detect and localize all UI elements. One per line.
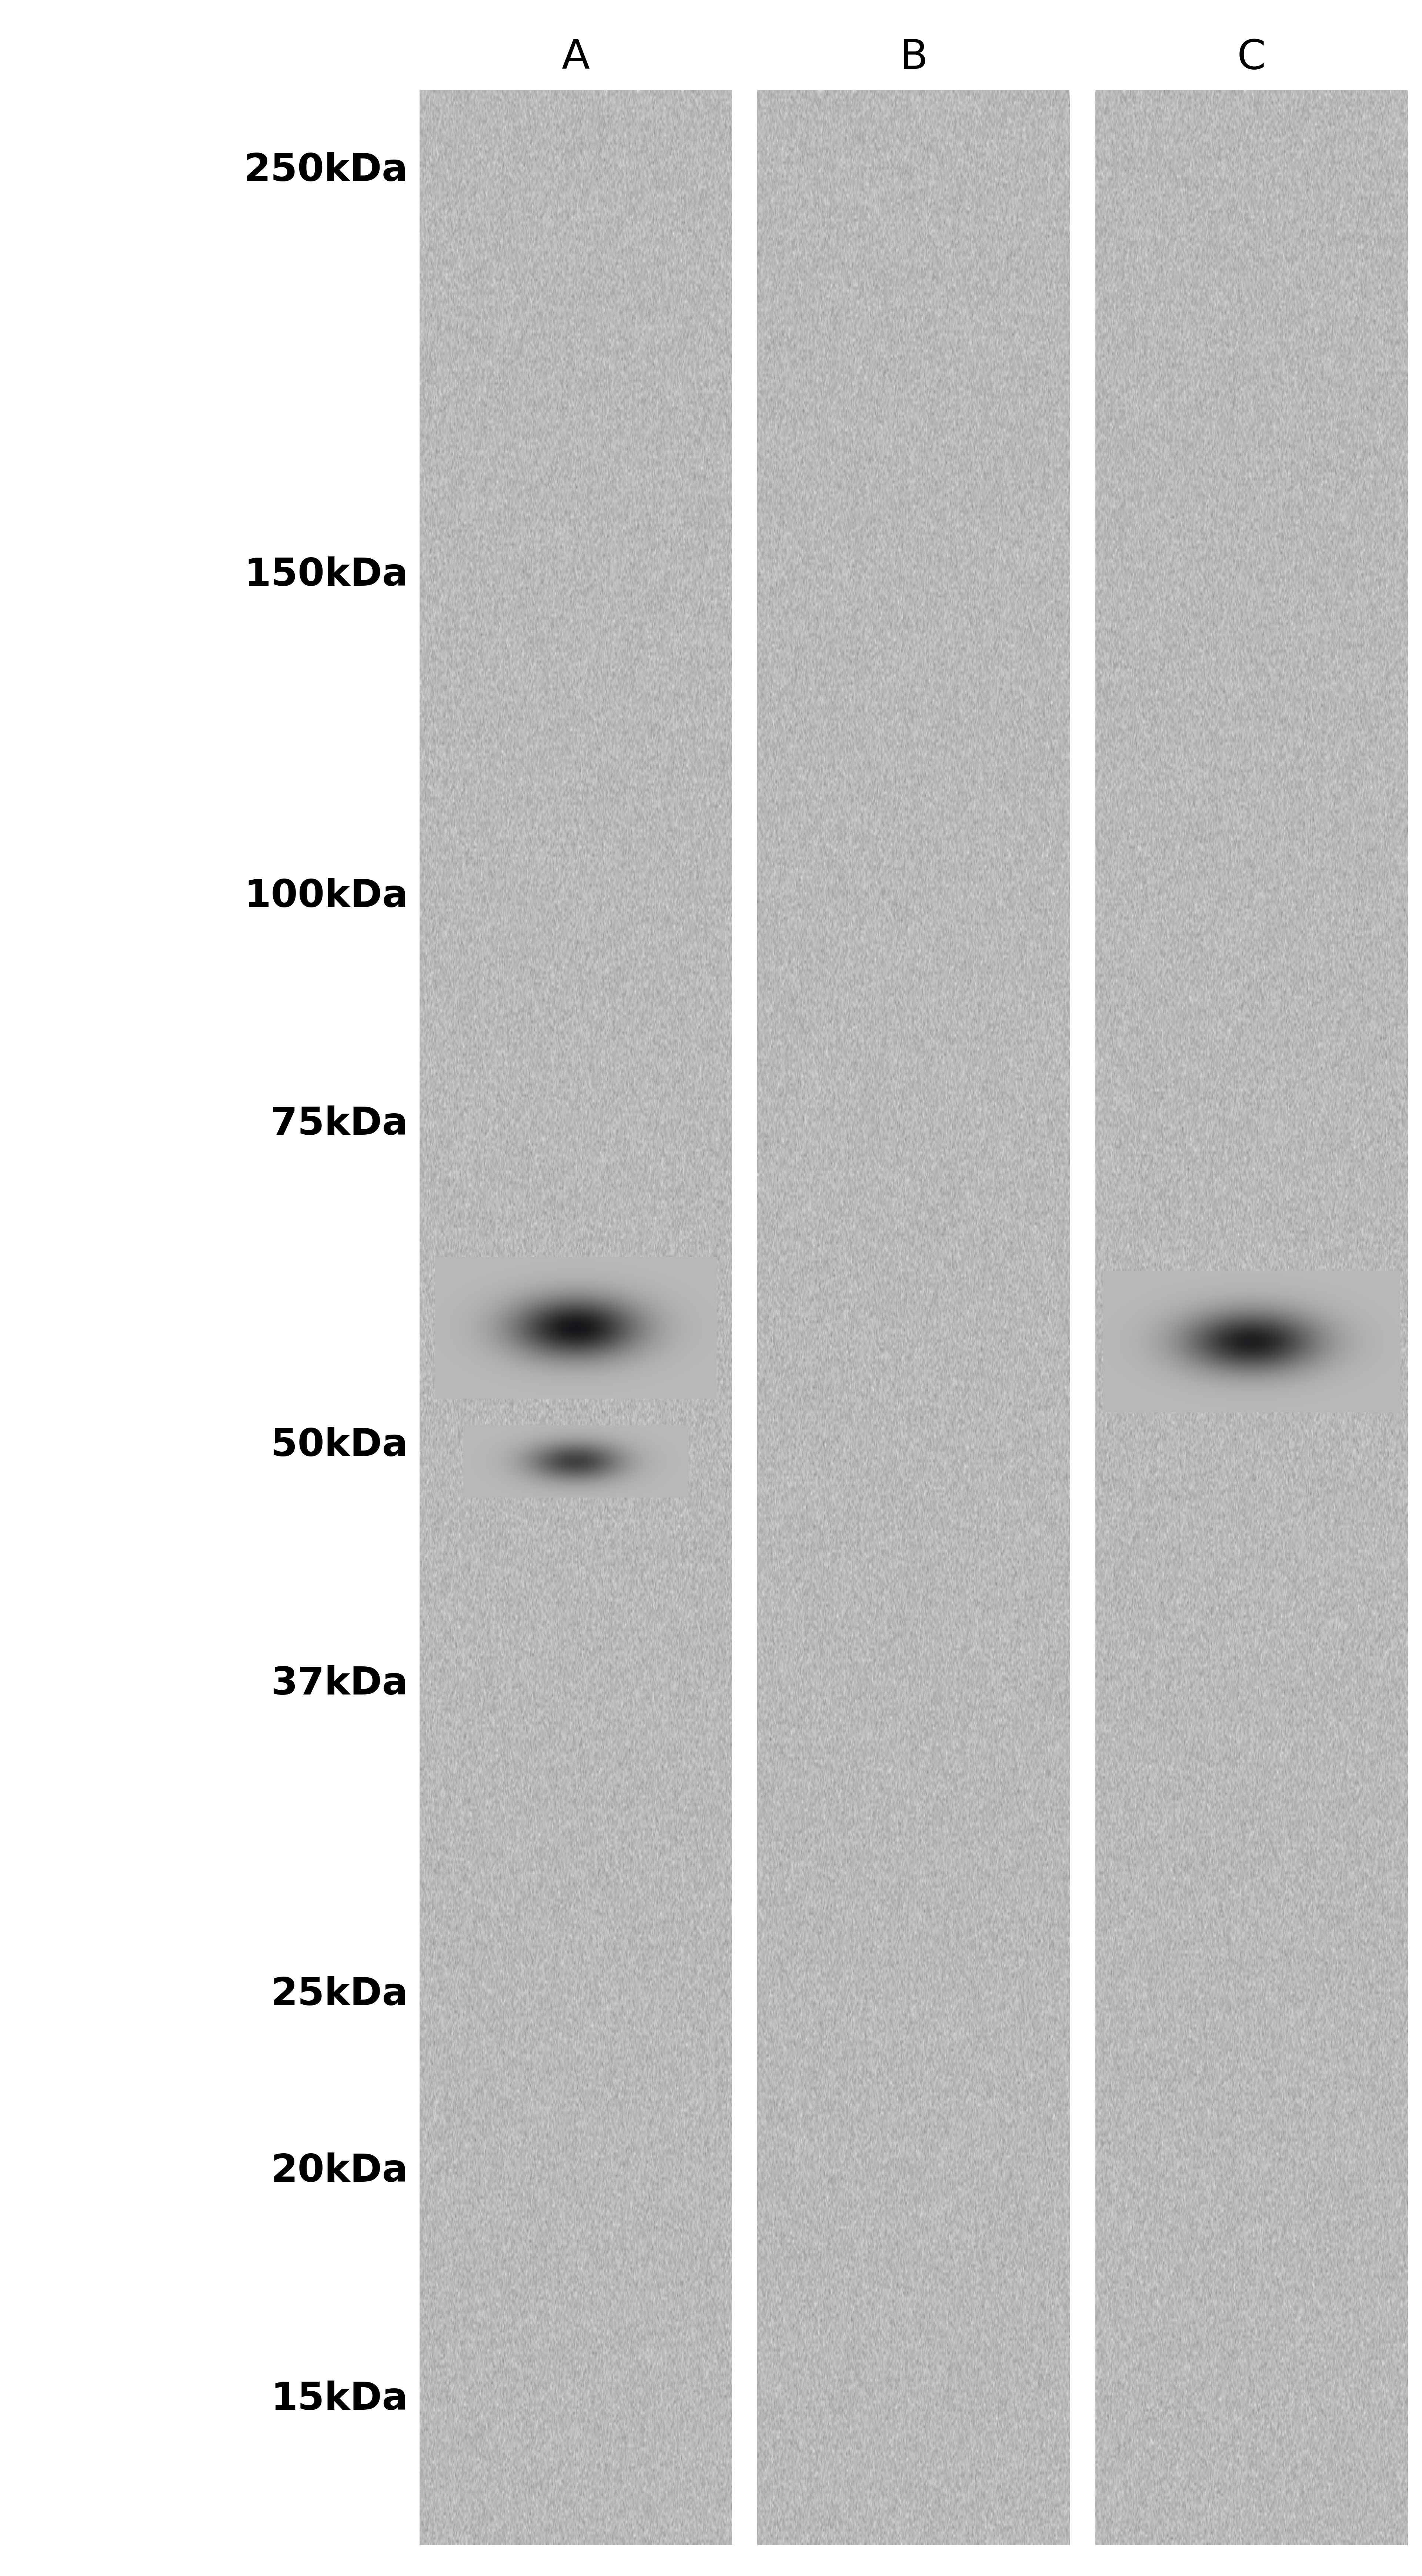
Text: B: B bbox=[900, 39, 927, 77]
Text: 100kDa: 100kDa bbox=[245, 878, 408, 914]
Text: 15kDa: 15kDa bbox=[270, 2380, 408, 2419]
Text: 37kDa: 37kDa bbox=[270, 1664, 408, 1703]
Text: C: C bbox=[1237, 39, 1266, 77]
Text: 250kDa: 250kDa bbox=[245, 152, 408, 188]
Text: 150kDa: 150kDa bbox=[245, 556, 408, 595]
Text: 20kDa: 20kDa bbox=[270, 2154, 408, 2190]
Text: 25kDa: 25kDa bbox=[270, 1976, 408, 2014]
Text: 50kDa: 50kDa bbox=[270, 1427, 408, 1463]
Text: 75kDa: 75kDa bbox=[270, 1105, 408, 1144]
Text: A: A bbox=[562, 39, 590, 77]
